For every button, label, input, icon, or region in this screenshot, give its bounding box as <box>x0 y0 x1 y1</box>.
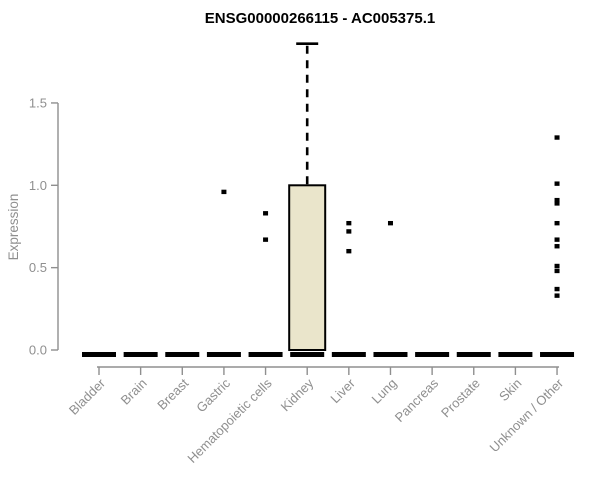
outlier-point <box>221 189 227 195</box>
x-tick-label: Pancreas <box>392 375 442 425</box>
outlier-point <box>554 201 560 206</box>
median-bar <box>290 352 325 357</box>
median-bar <box>498 352 533 357</box>
median-bar <box>415 352 450 357</box>
median-bar <box>540 352 575 357</box>
x-tick-label: Skin <box>496 376 524 404</box>
median-bar <box>165 352 200 357</box>
x-tick-label: Kidney <box>278 375 317 414</box>
y-tick-label: 0.5 <box>29 260 47 275</box>
median-bar <box>456 352 491 357</box>
outlier-point <box>346 220 352 226</box>
outlier-point <box>554 286 560 292</box>
outlier-point <box>554 293 560 298</box>
x-tick-label: Breast <box>154 375 191 412</box>
box <box>288 184 327 351</box>
outlier-point <box>263 237 269 242</box>
median-bar <box>373 352 408 357</box>
outlier-point <box>554 181 560 186</box>
outlier-point <box>554 263 560 269</box>
median-bar <box>206 352 241 357</box>
outlier-point <box>263 211 269 216</box>
outlier-point <box>554 268 560 274</box>
x-tick-label: Unknown / Other <box>487 375 567 455</box>
outlier-point <box>554 197 560 203</box>
y-tick-label: 0.0 <box>29 343 47 358</box>
median-bar <box>248 352 283 357</box>
x-tick-label: Brain <box>118 376 150 408</box>
outlier-point <box>554 135 560 140</box>
outlier-point <box>554 220 560 226</box>
median-bar <box>331 352 366 357</box>
x-tick-label: Bladder <box>66 375 109 418</box>
outlier-point <box>554 244 560 249</box>
y-tick-label: 1.0 <box>29 178 47 193</box>
median-bar <box>123 352 158 357</box>
y-tick-label: 1.5 <box>29 95 47 110</box>
x-tick-label: Liver <box>327 375 358 406</box>
chart-title: ENSG00000266115 - AC005375.1 <box>205 10 435 27</box>
x-tick-label: Gastric <box>193 375 233 415</box>
outlier-point <box>346 248 352 254</box>
outlier-point <box>346 229 352 234</box>
x-tick-label: Lung <box>369 376 400 407</box>
median-bar <box>82 352 116 357</box>
outlier-point <box>554 237 560 242</box>
y-axis-label: Expression <box>6 194 21 261</box>
x-tick-label: Prostate <box>438 376 483 421</box>
outlier-point <box>387 220 393 226</box>
